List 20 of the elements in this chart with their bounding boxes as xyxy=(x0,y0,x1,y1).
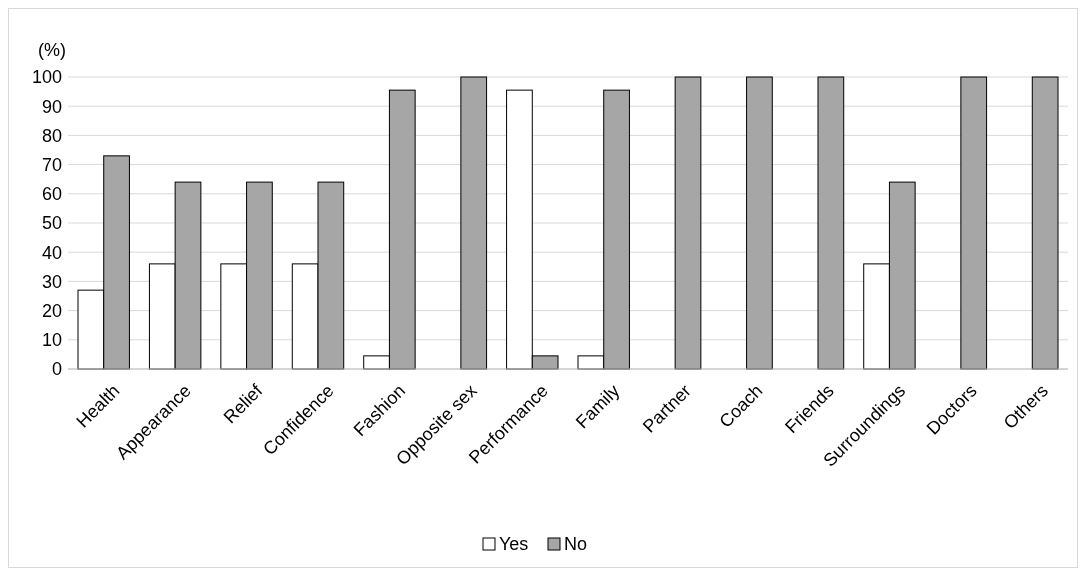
y-tick-label: 90 xyxy=(41,96,62,117)
y-tick-label: 30 xyxy=(41,271,62,292)
y-tick-label: 100 xyxy=(31,67,62,88)
bar xyxy=(960,76,988,370)
legend-label: Yes xyxy=(499,534,529,554)
y-tick-label: 60 xyxy=(41,184,62,205)
y-tick-label: 0 xyxy=(51,359,62,380)
y-axis-title: (%) xyxy=(38,40,66,60)
legend-label: No xyxy=(564,534,588,554)
y-tick-label: 50 xyxy=(41,213,62,234)
bar xyxy=(1031,76,1059,370)
y-tick-label: 20 xyxy=(41,300,62,321)
bar xyxy=(674,76,702,370)
bar xyxy=(817,76,845,370)
y-tick-label: 10 xyxy=(41,330,62,351)
y-tick-label: 70 xyxy=(41,154,62,175)
y-tick-label: 40 xyxy=(41,242,62,263)
bar xyxy=(460,76,488,370)
bar xyxy=(746,76,773,370)
y-tick-label: 80 xyxy=(41,125,62,146)
